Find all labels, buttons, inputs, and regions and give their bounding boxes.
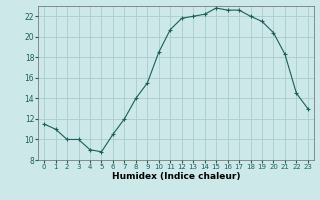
X-axis label: Humidex (Indice chaleur): Humidex (Indice chaleur): [112, 172, 240, 181]
